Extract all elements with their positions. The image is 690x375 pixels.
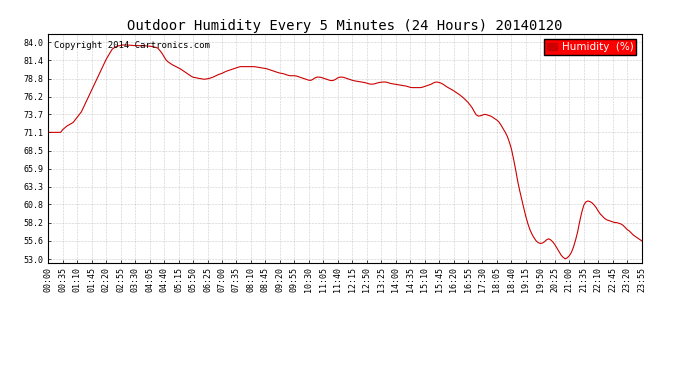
- Text: Copyright 2014 Cartronics.com: Copyright 2014 Cartronics.com: [55, 40, 210, 50]
- Legend: Humidity  (%): Humidity (%): [544, 39, 636, 55]
- Title: Outdoor Humidity Every 5 Minutes (24 Hours) 20140120: Outdoor Humidity Every 5 Minutes (24 Hou…: [127, 19, 563, 33]
